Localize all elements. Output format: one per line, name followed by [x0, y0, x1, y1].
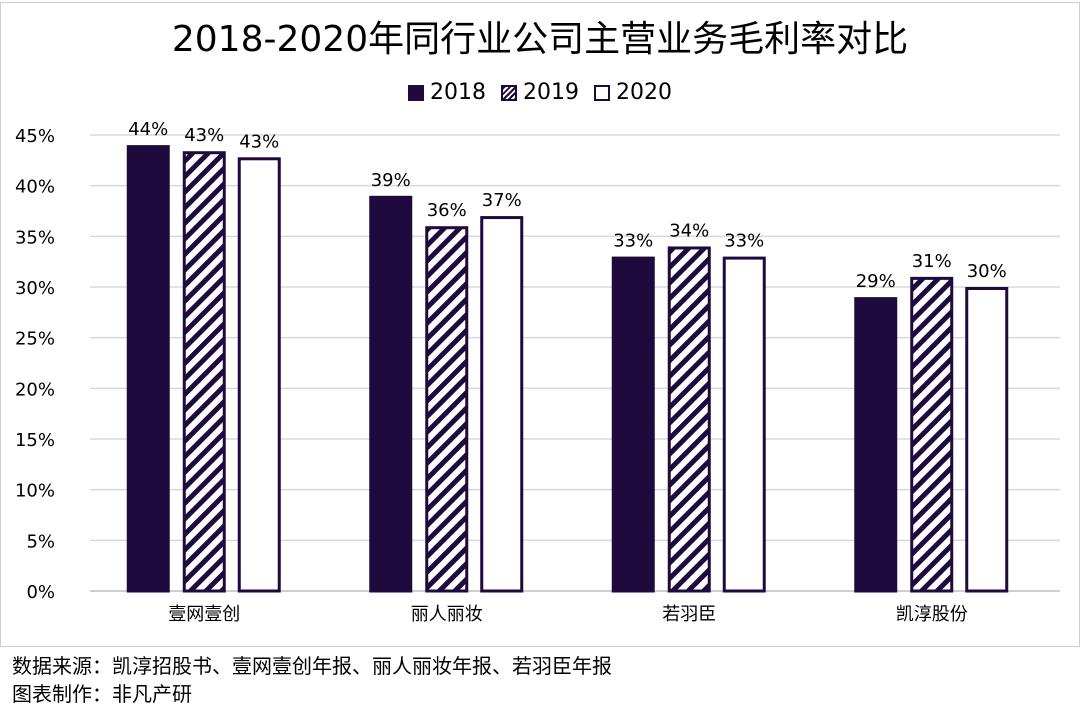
- data-label: 34%: [669, 220, 709, 241]
- maker-note: 图表制作：非凡产研: [12, 682, 192, 706]
- legend-swatch-hatched: [501, 84, 517, 101]
- data-label: 36%: [427, 200, 467, 221]
- bar-2018: [611, 256, 655, 593]
- bar-2020: [965, 287, 1009, 593]
- y-tick-label: 10%: [15, 481, 55, 502]
- bar-2019: [182, 151, 226, 593]
- data-label: 33%: [724, 231, 764, 252]
- y-tick-label: 25%: [15, 329, 55, 350]
- legend-label: 2020: [616, 80, 672, 105]
- bar-2020: [237, 157, 281, 593]
- bar-2019: [667, 246, 711, 593]
- x-tick-label: 壹网壹创: [168, 604, 240, 625]
- legend-label: 2019: [523, 80, 579, 105]
- y-tick-label: 5%: [26, 531, 55, 552]
- data-label: 31%: [912, 251, 952, 272]
- source-note: 数据来源：凯淳招股书、壹网壹创年报、丽人丽妆年报、若羽臣年报: [12, 654, 612, 678]
- x-tick-label: 丽人丽妆: [411, 604, 483, 625]
- y-tick-label: 0%: [26, 582, 55, 603]
- data-label: 43%: [184, 125, 224, 146]
- legend-label: 2018: [430, 80, 486, 105]
- x-tick-label: 若羽臣: [662, 604, 716, 625]
- y-tick-label: 30%: [15, 278, 55, 299]
- plot-area: 0% 5% 10% 15% 20% 25% 30% 35% 40% 45% 壹网壹创 44% 43% 43…: [15, 119, 1060, 625]
- legend: 2018 2019 2020: [0, 80, 1080, 107]
- data-label: 29%: [856, 271, 896, 292]
- data-label: 37%: [482, 190, 522, 211]
- bar-2018: [369, 195, 413, 593]
- bar-2018: [854, 297, 898, 593]
- bar-2020: [722, 256, 766, 593]
- chart-title: 2018-2020年同行业公司主营业务毛利率对比: [171, 19, 909, 60]
- legend-item-2018: 2018: [408, 80, 486, 105]
- legend-swatch-solid: [408, 84, 424, 101]
- y-tick-label: 40%: [15, 177, 55, 198]
- legend-swatch-outline: [594, 84, 610, 101]
- y-tick-label: 15%: [15, 430, 55, 451]
- bar-2019: [910, 276, 954, 593]
- data-label: 43%: [239, 131, 279, 152]
- x-tick-label: 凯淳股份: [896, 604, 968, 625]
- legend-item-2020: 2020: [594, 80, 672, 105]
- footer: 数据来源：凯淳招股书、壹网壹创年报、丽人丽妆年报、若羽臣年报 图表制作：非凡产研: [12, 652, 612, 708]
- bar-2020: [480, 216, 524, 593]
- legend-item-2019: 2019: [501, 80, 579, 105]
- bar-2018: [126, 145, 170, 593]
- data-label: 44%: [128, 119, 168, 140]
- y-tick-label: 45%: [15, 126, 55, 147]
- data-label: 39%: [371, 170, 411, 191]
- y-tick-label: 20%: [15, 379, 55, 400]
- data-label: 33%: [613, 231, 653, 252]
- y-tick-label: 35%: [15, 227, 55, 248]
- data-label: 30%: [967, 261, 1007, 282]
- bar-2019: [425, 226, 469, 593]
